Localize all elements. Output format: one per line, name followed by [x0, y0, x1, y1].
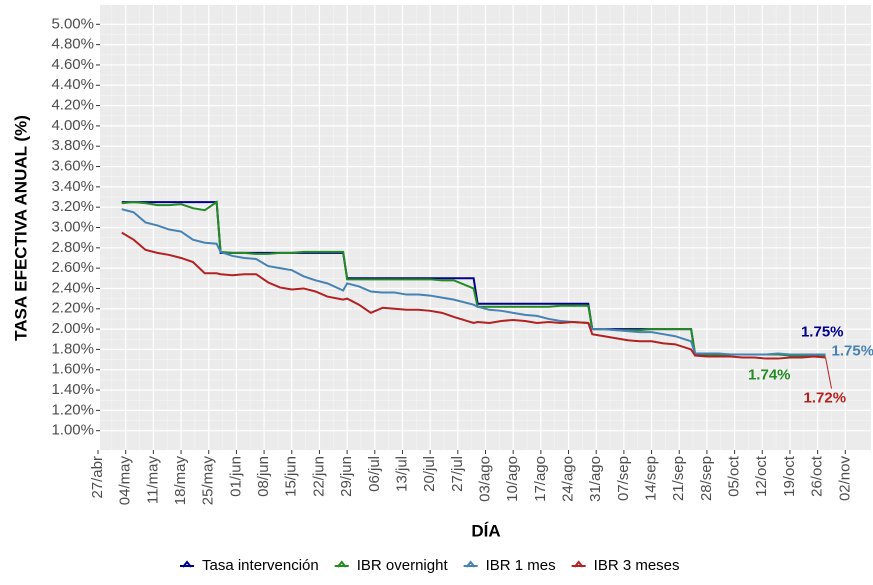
x-tick-label: 25/may	[200, 456, 217, 506]
legend-label: IBR 3 meses	[594, 557, 680, 574]
legend: Tasa intervención IBR overnight IBR 1 mes I…	[180, 557, 680, 574]
x-tick-label: 24/ago	[559, 456, 576, 502]
y-tick-label: 1.80%	[51, 340, 94, 357]
legend-label: Tasa intervención	[202, 557, 319, 574]
x-tick-label: 31/ago	[587, 456, 604, 502]
y-tick-label: 3.00%	[51, 218, 94, 235]
x-tick-label: 13/jul	[393, 456, 410, 492]
legend-label: IBR 1 mes	[486, 557, 556, 574]
x-tick-label: 03/ago	[476, 456, 493, 502]
x-tick-label: 08/jun	[255, 456, 272, 497]
x-axis-label: DÍA	[471, 521, 500, 540]
legend-key	[336, 560, 347, 568]
x-tick-label: 22/jun	[310, 456, 327, 497]
y-tick-label: 2.00%	[51, 320, 94, 337]
x-tick-label: 01/jun	[227, 456, 244, 497]
y-tick-label: 1.40%	[51, 381, 94, 398]
y-tick-label: 2.60%	[51, 259, 94, 276]
y-tick-label: 4.00%	[51, 117, 94, 134]
annotation-leader	[825, 357, 833, 389]
x-tick-label: 04/may	[117, 456, 134, 506]
x-tick-label: 18/may	[172, 456, 189, 506]
x-tick-label: 07/sep	[615, 456, 632, 501]
legend-key	[182, 560, 192, 568]
y-tick-label: 3.60%	[51, 158, 94, 175]
y-tick-label: 4.40%	[51, 76, 94, 93]
y-tick-label: 2.20%	[51, 300, 94, 317]
x-tick-label: 12/oct	[753, 455, 770, 497]
y-tick-label: 3.20%	[51, 198, 94, 215]
annotation: 1.75%	[832, 342, 873, 359]
x-tick-label: 27/jul	[449, 456, 466, 492]
y-tick-label: 4.80%	[51, 36, 94, 53]
x-tick-label: 27/abr	[89, 456, 106, 499]
x-tick-label: 06/jul	[366, 456, 383, 492]
y-tick-label: 2.40%	[51, 279, 94, 296]
y-tick-label: 1.20%	[51, 401, 94, 418]
x-tick-label: 20/jul	[421, 456, 438, 492]
y-tick-label: 3.40%	[51, 178, 94, 195]
y-axis-label: TASA EFECTIVA ANUAL (%)	[11, 115, 30, 341]
y-tick-label: 1.60%	[51, 361, 94, 378]
y-tick-label: 4.20%	[51, 97, 94, 114]
series-line	[121, 208, 826, 356]
x-tick-label: 11/may	[144, 456, 161, 505]
x-tick-label: 17/ago	[532, 456, 549, 502]
legend-key	[573, 560, 584, 568]
x-tick-label: 14/sep	[643, 456, 660, 501]
x-tick-label: 26/oct	[809, 455, 826, 497]
y-tick-label: 5.00%	[51, 15, 94, 32]
y-tick-label: 1.00%	[51, 422, 94, 439]
y-tick-label: 2.80%	[51, 239, 94, 256]
y-tick-label: 3.80%	[51, 137, 94, 154]
annotation: 1.74%	[748, 366, 791, 383]
x-tick-label: 29/jun	[338, 456, 355, 497]
x-tick-label: 28/sep	[698, 456, 715, 501]
x-tick-label: 05/oct	[726, 455, 743, 497]
y-tick-label: 4.60%	[51, 56, 94, 73]
annotation: 1.72%	[804, 390, 847, 407]
legend-key	[465, 560, 476, 568]
x-tick-label: 15/jun	[283, 456, 300, 497]
x-tick-label: 19/oct	[781, 455, 798, 497]
x-tick-label: 02/nov	[836, 456, 853, 502]
x-tick-label: 21/sep	[670, 456, 687, 501]
annotation: 1.75%	[801, 323, 844, 340]
x-tick-label: 10/ago	[504, 456, 521, 502]
series-line	[121, 231, 826, 360]
legend-label: IBR overnight	[357, 557, 449, 574]
